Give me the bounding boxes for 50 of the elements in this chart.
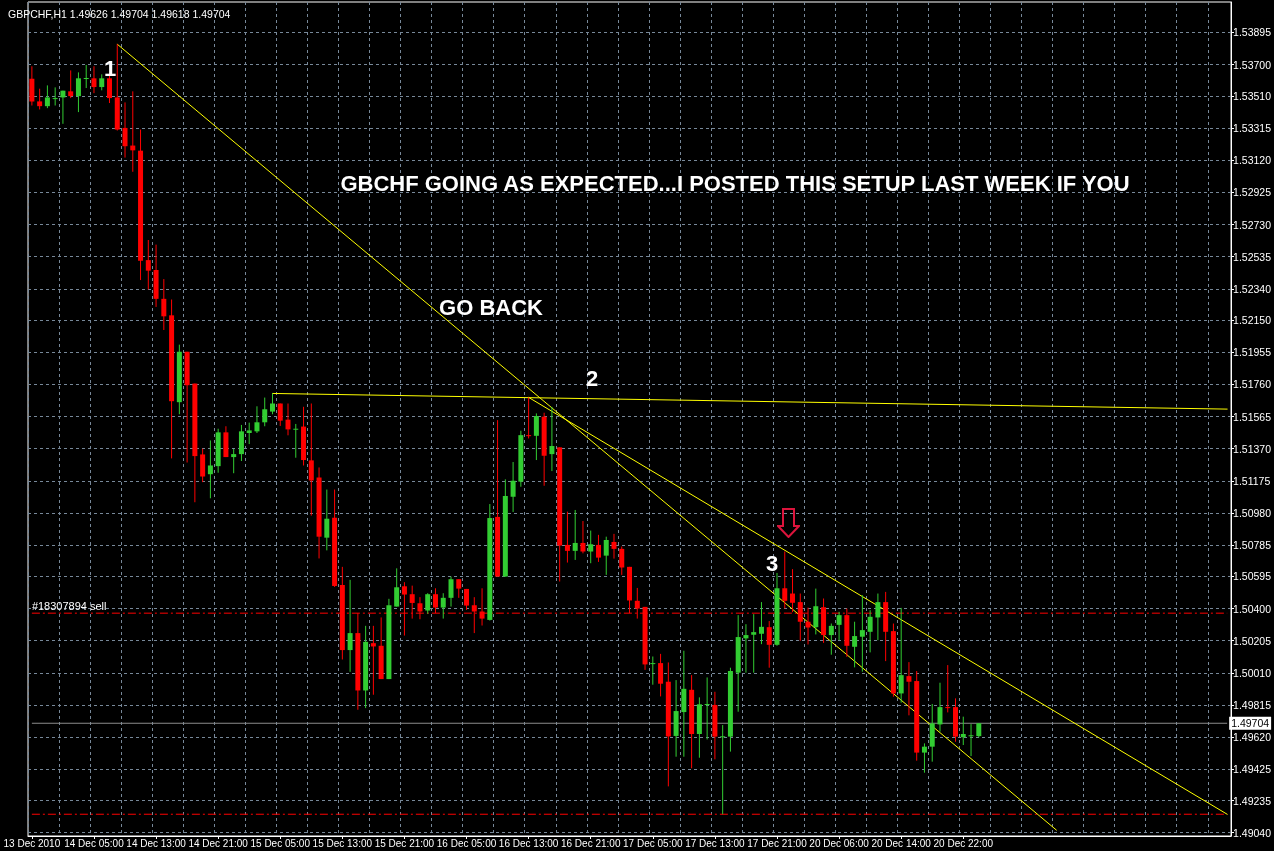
x-tick-label: 17 Dec 21:00 [747, 837, 808, 849]
ref-line-label: 1.49704 [1231, 717, 1270, 730]
x-tick-label: 14 Dec 21:00 [188, 837, 249, 849]
y-tick-label: 1.53510 [1233, 89, 1272, 102]
x-tick-label: 15 Dec 05:00 [250, 837, 311, 849]
y-tick-label: 1.49815 [1233, 698, 1272, 711]
x-tick-label: 15 Dec 21:00 [374, 837, 435, 849]
x-tick-label: 16 Dec 13:00 [498, 837, 559, 849]
y-tick-label: 1.50205 [1233, 634, 1272, 647]
annotation: GBCHF GOING AS EXPECTED...I POSTED THIS SETUP LAST WEEK IF YOU [340, 170, 1130, 196]
y-tick-label: 1.52925 [1233, 186, 1272, 199]
y-tick-label: 1.53700 [1233, 58, 1272, 71]
y-tick-label: 1.52730 [1233, 218, 1272, 231]
x-tick-label: 16 Dec 21:00 [560, 837, 621, 849]
annotation: 1 [103, 55, 117, 81]
x-tick-label: 20 Dec 14:00 [871, 837, 932, 849]
x-tick-label: 17 Dec 05:00 [623, 837, 683, 849]
y-tick-label: 1.49425 [1233, 763, 1272, 776]
x-tick-label: 13 Dec 2010 [3, 837, 61, 849]
y-tick-label: 1.50980 [1233, 506, 1272, 519]
y-tick-label: 1.53895 [1233, 26, 1272, 39]
y-tick-label: 1.50400 [1233, 602, 1272, 615]
y-tick-label: 1.51955 [1233, 346, 1272, 359]
y-tick-label: 1.50785 [1233, 539, 1272, 552]
y-tick-label: 1.49235 [1233, 794, 1272, 807]
y-tick-label: 1.49040 [1233, 826, 1272, 839]
x-tick-label: 16 Dec 05:00 [436, 837, 497, 849]
y-tick-label: 1.51760 [1233, 378, 1272, 391]
y-tick-label: 1.52150 [1233, 314, 1272, 327]
y-tick-label: 1.50010 [1233, 666, 1272, 679]
y-tick-label: 1.51370 [1233, 442, 1272, 455]
y-tick-label: 1.53120 [1233, 154, 1272, 167]
y-tick-label: 1.52535 [1233, 250, 1272, 263]
ref-line-label: #18307894 sell [31, 599, 107, 612]
x-tick-label: 17 Dec 13:00 [685, 837, 746, 849]
y-tick-label: 1.53315 [1233, 122, 1272, 135]
annotation: 3 [765, 550, 779, 576]
y-tick-label: 1.51565 [1233, 410, 1272, 423]
text: GBPCHF,H1 1.49626 1.49704 1.49618 1.49704 [8, 7, 231, 20]
annotation: 2 [585, 365, 599, 391]
y-tick-label: 1.51175 [1233, 474, 1271, 487]
x-tick-label: 15 Dec 13:00 [312, 837, 373, 849]
y-tick-label: 1.50595 [1233, 570, 1272, 583]
y-tick-label: 1.49620 [1233, 731, 1272, 744]
x-tick-label: 14 Dec 13:00 [126, 837, 187, 849]
y-tick-label: 1.52340 [1233, 282, 1272, 295]
x-tick-label: 14 Dec 05:00 [64, 837, 125, 849]
x-tick-label: 20 Dec 22:00 [933, 837, 994, 849]
annotation: GO BACK [439, 294, 544, 320]
x-tick-label: 20 Dec 06:00 [809, 837, 870, 849]
